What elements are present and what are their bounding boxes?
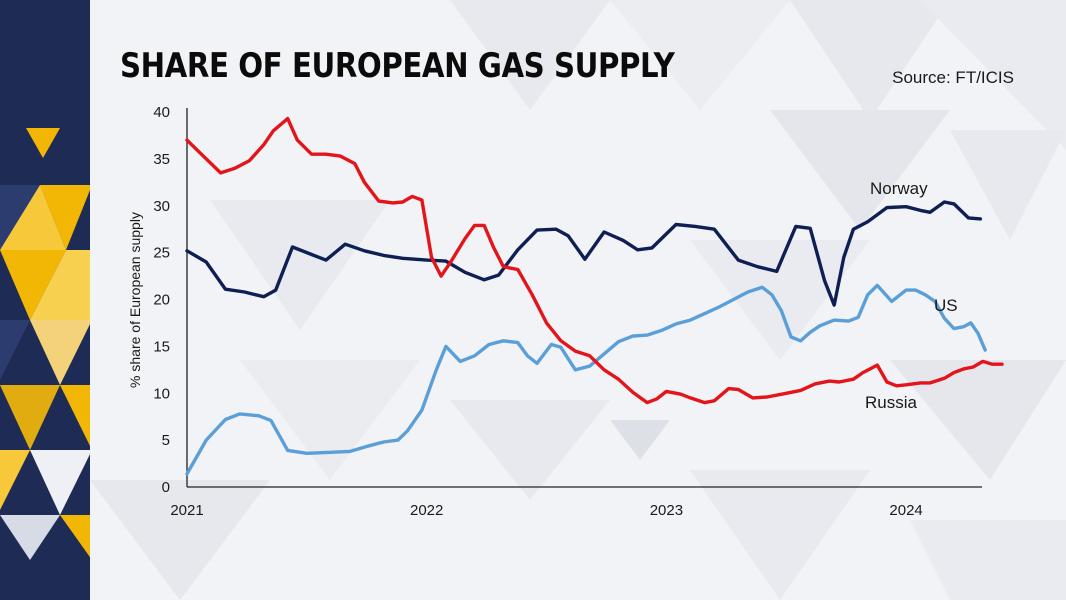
y-tick-label: 40 — [153, 104, 170, 121]
y-axis-label: % share of European supply — [127, 212, 143, 388]
series-label-norway: Norway — [870, 179, 928, 198]
y-tick-label: 35 — [153, 151, 170, 168]
series-label-us: US — [934, 296, 958, 315]
series-labels: Norway US Russia — [865, 179, 958, 412]
x-tick-label: 2023 — [650, 502, 683, 519]
x-tick-label: 2024 — [889, 502, 922, 519]
chart-card: SHARE OF EUROPEAN GAS SUPPLY Source: FT/… — [90, 0, 1066, 600]
series-label-russia: Russia — [865, 393, 918, 412]
background-pattern — [90, 0, 1066, 600]
y-tick-label: 15 — [153, 338, 170, 355]
brand-triangle-icon — [26, 128, 60, 158]
x-tick-label: 2021 — [170, 502, 203, 519]
x-tick-label: 2022 — [410, 502, 443, 519]
series-line-russia — [185, 116, 1004, 405]
series-line-norway — [185, 200, 983, 307]
y-tick-label: 30 — [153, 198, 170, 215]
y-tick-label: 10 — [153, 385, 170, 402]
y-tick-label: 20 — [153, 292, 170, 309]
series-lines — [185, 116, 1004, 476]
source-label: Source: FT/ICIS — [892, 68, 1014, 87]
series-line-us — [185, 283, 987, 476]
y-tick-label: 0 — [162, 479, 170, 496]
chart-title: SHARE OF EUROPEAN GAS SUPPLY — [120, 46, 675, 86]
brand-decoration-strip — [0, 0, 92, 600]
chart-axes: 0 5 10 15 20 25 30 35 40 2021 2022 2023 2024 — [153, 104, 982, 519]
y-tick-label: 5 — [162, 432, 170, 449]
y-tick-label: 25 — [153, 245, 170, 262]
